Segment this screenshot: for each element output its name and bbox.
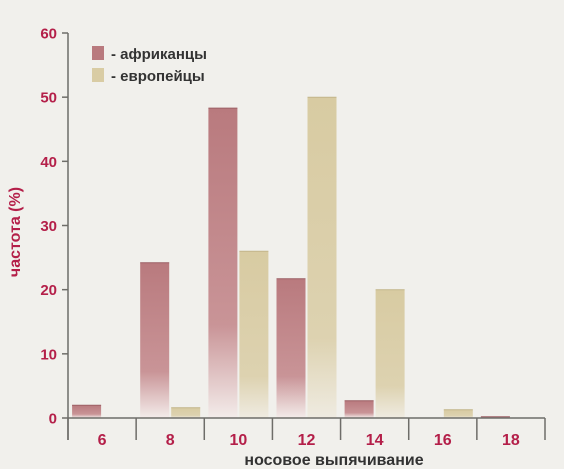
x-tick-label-16: 16 [434, 432, 452, 449]
y-tick-label-10: 10 [40, 346, 57, 363]
x-tick-label-14: 14 [366, 432, 384, 449]
legend-label-europeans: - европейцы [111, 68, 205, 85]
x-tick-label-12: 12 [298, 432, 316, 449]
x-tick-label-10: 10 [229, 432, 247, 449]
x-tick-label-18: 18 [502, 432, 520, 449]
y-tick-label-0: 0 [49, 411, 57, 428]
legend-label-africans: - африканцы [111, 46, 207, 63]
y-axis-label: частота (%) [7, 187, 24, 277]
legend: - африканцы - европейцы [92, 46, 207, 85]
legend-swatch-europeans [92, 68, 104, 82]
bar-series1-14 [344, 400, 374, 418]
y-tick-label-40: 40 [40, 154, 57, 171]
bar-series1-6 [72, 405, 102, 418]
bar-series1-10 [208, 108, 238, 418]
bar-series2-12 [307, 97, 337, 418]
legend-swatch-africans [92, 46, 104, 60]
bars-layer [72, 96, 510, 418]
y-tick-label-30: 30 [40, 218, 57, 235]
y-tick-label-50: 50 [40, 90, 57, 107]
x-axis-label: носовое выпячивание [244, 452, 423, 469]
bar-series1-12 [276, 278, 306, 418]
x-tick-label-6: 6 [98, 432, 107, 449]
bar-series2-14 [375, 289, 405, 418]
axes-layer [67, 33, 546, 440]
bar-series2-10 [239, 251, 269, 418]
ticks-layer: 0 10 20 30 40 50 60 6 8 10 12 14 16 18 [40, 26, 520, 450]
bar-series2-16 [443, 409, 473, 418]
bar-series1-8 [140, 262, 170, 418]
y-tick-label-20: 20 [40, 282, 57, 299]
y-tick-label-60: 60 [40, 26, 57, 43]
x-tick-label-8: 8 [166, 432, 175, 449]
bar-series2-8 [171, 407, 201, 418]
